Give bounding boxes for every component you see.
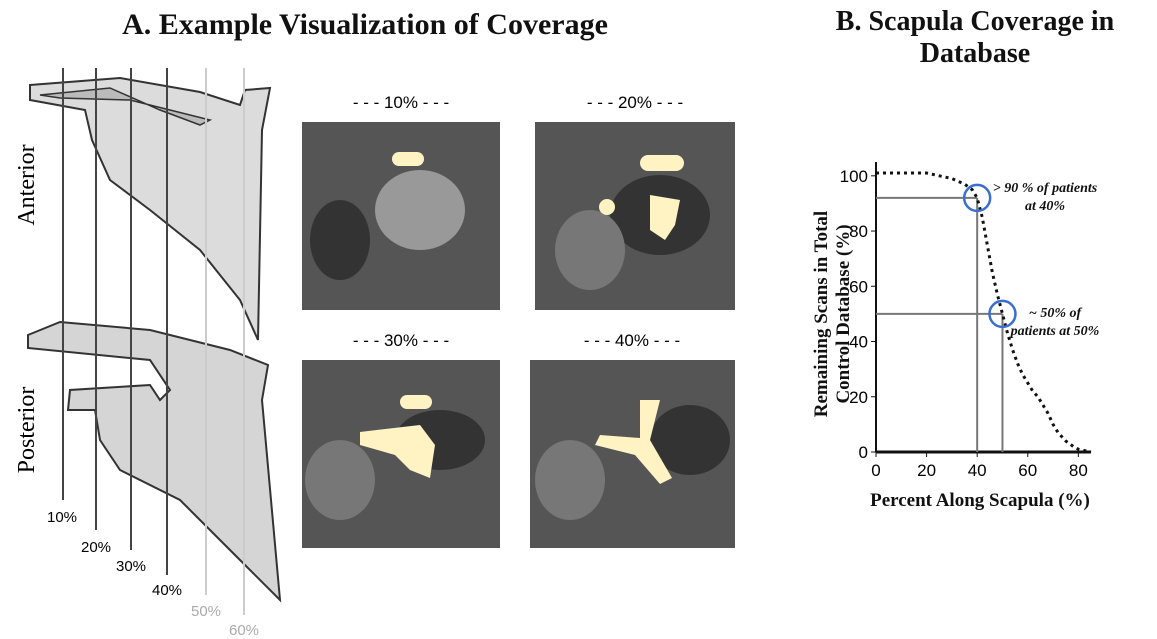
x-tick-label: 0	[871, 461, 880, 480]
annotation: ~ 50% of patients at 50%	[1010, 305, 1100, 341]
mri-image	[530, 360, 735, 548]
image-label: - - - 20% - - -	[587, 93, 683, 112]
panel-title: A. Example Visualization of Coverage	[60, 8, 670, 42]
figure: 10% 20% 30% 40% 50% 60% Anterior Posteri…	[0, 0, 1157, 639]
y-tick-label: 100	[840, 167, 868, 186]
slice-label: 60%	[229, 622, 259, 639]
image-label: - - - 40% - - -	[584, 331, 680, 350]
mri-image	[302, 360, 500, 548]
y-axis-label: Remaining Scans in Total Control Databas…	[811, 189, 855, 439]
slice-label: 30%	[116, 558, 146, 575]
page: {"panel_a": {"title": "A. Example Visual…	[0, 0, 1157, 639]
slice-label: 40%	[152, 582, 182, 599]
slice-label: 10%	[47, 509, 77, 526]
chart-title: B. Scapula Coverage in Database	[805, 6, 1145, 70]
y-tick-label: 0	[859, 443, 868, 462]
x-axis-label: Percent Along Scapula (%)	[800, 490, 1157, 512]
annotation: > 90 % of patients at 40%	[990, 180, 1100, 216]
image-label: - - - 10% - - -	[353, 93, 449, 112]
scapula-posterior	[28, 322, 280, 600]
x-tick-label: 40	[968, 461, 987, 480]
slice-label: 20%	[81, 539, 111, 556]
mri-image	[535, 122, 735, 310]
x-tick-label: 60	[1018, 461, 1037, 480]
mri-image	[302, 122, 500, 310]
x-tick-label: 20	[917, 461, 936, 480]
image-label: - - - 30% - - -	[353, 331, 449, 350]
x-tick-label: 80	[1069, 461, 1088, 480]
view-label: Posterior	[14, 387, 40, 474]
slice-label: 50%	[191, 603, 221, 620]
scapula-anterior	[30, 78, 270, 340]
view-label: Anterior	[14, 144, 40, 225]
